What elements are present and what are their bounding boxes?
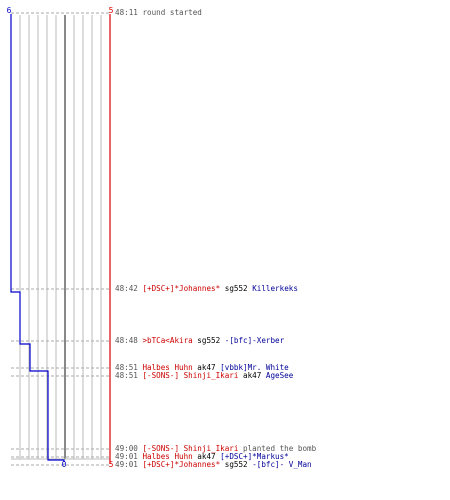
event-time: 48:51 (115, 363, 143, 372)
event-time: 49:01 (115, 460, 143, 469)
event-blue-text: Killerkeks (252, 284, 298, 293)
event-row: 48:51 Halbes Huhn ak47 [vbbk]Mr. White (115, 364, 289, 372)
event-red-text: [+DSC+]*Johannes* (142, 460, 221, 469)
event-red-text: Halbes Huhn (142, 452, 193, 461)
event-red-text: Halbes Huhn (142, 363, 193, 372)
event-time: 49:01 (115, 452, 143, 461)
event-row: 48:42 [+DSC+]*Johannes* sg552 Killerkeks (115, 285, 298, 293)
event-time: 48:51 (115, 371, 143, 380)
event-blue-text: -[bfc]- V_Man (252, 460, 312, 469)
event-blue-text: [vbbk]Mr. White (220, 363, 289, 372)
event-time: 49:00 (115, 444, 143, 453)
event-neutral-text: planted the bomb (238, 444, 317, 453)
event-red-text: >bTCa<Akira (142, 336, 193, 345)
event-time: 48:42 (115, 284, 143, 293)
event-row: 48:51 [-SONS-] Shinji_Ikari ak47 AgeSee (115, 372, 293, 380)
series-blue-line (10, 14, 65, 462)
event-blue-text: AgeSee (265, 371, 294, 380)
axis-label-right-bottom: 5 (109, 460, 114, 469)
event-weapon-text: ak47 (238, 371, 266, 380)
event-blue-text: [+DSC+]*Markus* (220, 452, 289, 461)
event-time: 48:11 (115, 8, 143, 17)
axis-label-right-top: 5 (109, 6, 114, 15)
event-row: 48:11 round started (115, 9, 202, 17)
axis-label-left-top: 6 (7, 6, 12, 15)
event-weapon-text: sg552 (192, 336, 225, 345)
event-blue-text: -[bfc]-Xerber (224, 336, 285, 345)
axis-label-left-bottom: 0 (62, 460, 67, 469)
event-row: 48:48 >bTCa<Akira sg552 -[bfc]-Xerber (115, 337, 284, 345)
event-weapon-text: sg552 (220, 460, 253, 469)
event-neutral-text: round started (142, 8, 202, 17)
event-row: 49:01 [+DSC+]*Johannes* sg552 -[bfc]- V_… (115, 461, 312, 469)
event-weapon-text: ak47 (192, 452, 221, 461)
event-weapon-text: sg552 (220, 284, 253, 293)
event-red-text: [+DSC+]*Johannes* (142, 284, 221, 293)
event-red-text: [-SONS-] Shinji_Ikari (142, 444, 239, 453)
event-row: 49:00 [-SONS-] Shinji_Ikari planted the … (115, 445, 316, 453)
event-red-text: [-SONS-] Shinji_Ikari (142, 371, 239, 380)
event-weapon-text: ak47 (192, 363, 221, 372)
event-row: 49:01 Halbes Huhn ak47 [+DSC+]*Markus* (115, 453, 289, 461)
event-time: 48:48 (115, 336, 143, 345)
